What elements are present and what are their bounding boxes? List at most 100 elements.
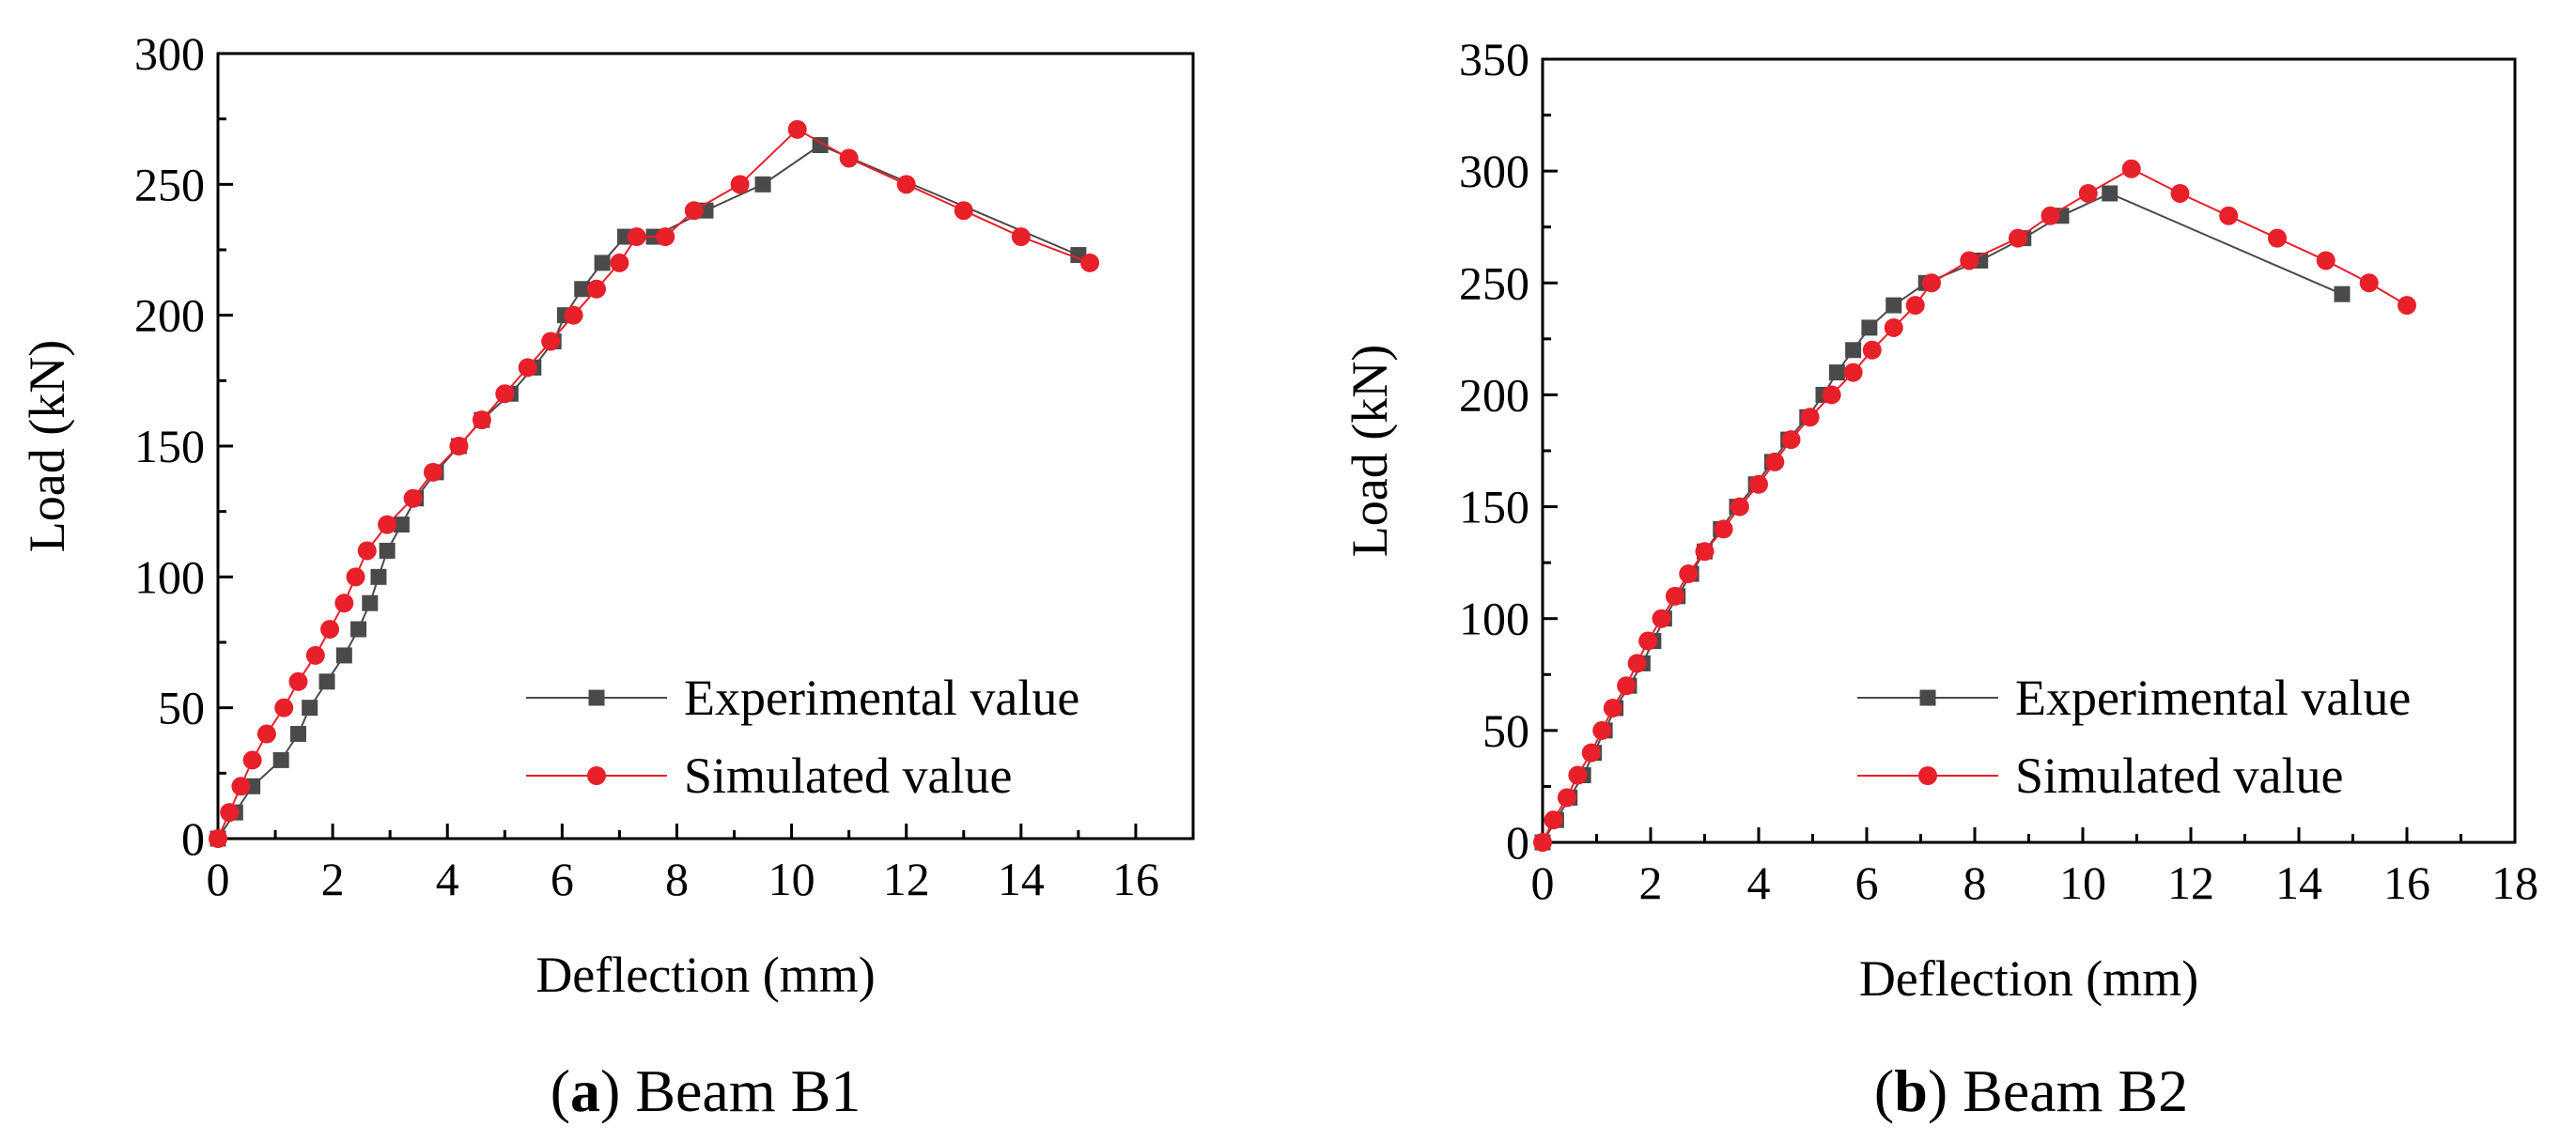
data-point xyxy=(1828,364,1845,381)
x-tick-label: 0 xyxy=(207,853,230,905)
series-line xyxy=(217,128,1091,840)
data-point xyxy=(256,724,276,744)
data-point xyxy=(1627,654,1647,673)
data-point xyxy=(839,148,859,168)
data-point xyxy=(1885,297,1902,314)
legend-label: Experimental value xyxy=(2015,670,2411,726)
data-point xyxy=(1544,810,1563,830)
x-tick-label: 2 xyxy=(1639,856,1663,909)
x-tick-label: 14 xyxy=(2275,856,2322,909)
x-tick-label: 4 xyxy=(436,853,459,905)
y-tick-label: 250 xyxy=(134,158,205,210)
data-point xyxy=(1843,362,1863,382)
data-point xyxy=(1905,296,1925,316)
data-point xyxy=(1714,519,1733,539)
data-point xyxy=(1568,765,1588,785)
data-point xyxy=(1533,833,1552,852)
data-point xyxy=(518,358,537,378)
x-tick-label: 0 xyxy=(1531,856,1555,909)
series-simulated xyxy=(209,119,1100,848)
data-point xyxy=(610,253,629,272)
y-tick-label: 100 xyxy=(134,550,205,603)
data-point xyxy=(2268,228,2287,248)
data-point xyxy=(1730,497,1749,517)
legend-label: Simulated value xyxy=(2015,748,2343,804)
data-point xyxy=(594,254,611,271)
data-point xyxy=(305,645,325,665)
data-point xyxy=(370,568,387,585)
data-point xyxy=(1861,319,1878,336)
data-point xyxy=(378,515,397,534)
data-point xyxy=(586,279,606,299)
data-point xyxy=(320,620,340,640)
data-point xyxy=(1679,564,1699,584)
data-point xyxy=(274,698,294,717)
data-point xyxy=(1884,317,1903,337)
x-tick-label: 8 xyxy=(665,853,689,905)
data-point xyxy=(954,201,973,221)
legend-marker xyxy=(1919,689,1936,706)
data-point xyxy=(495,384,515,404)
legend-entry: Simulated value xyxy=(1857,748,2343,804)
x-tick-label: 6 xyxy=(1855,856,1879,909)
data-point xyxy=(1800,408,1820,427)
data-point xyxy=(1695,542,1715,562)
x-tick-label: 16 xyxy=(1112,853,1159,905)
y-tick-label: 300 xyxy=(1459,145,1529,197)
data-point xyxy=(787,119,807,139)
data-point xyxy=(379,542,396,559)
data-point xyxy=(1922,273,1941,293)
y-tick-label: 50 xyxy=(158,682,205,734)
x-tick-label: 10 xyxy=(2059,856,2106,909)
legend-entry: Experimental value xyxy=(1857,670,2411,726)
data-point xyxy=(684,201,704,221)
data-point xyxy=(1638,631,1658,651)
data-point xyxy=(1960,251,1979,270)
data-point xyxy=(2121,159,2141,178)
data-point xyxy=(564,305,583,325)
y-tick-label: 0 xyxy=(181,812,205,865)
y-tick-label: 0 xyxy=(1506,816,1529,869)
y-axis-title: Load (kN) xyxy=(1342,345,1398,557)
y-axis-title: Load (kN) xyxy=(19,340,75,552)
data-point xyxy=(289,726,306,743)
data-point xyxy=(627,227,646,247)
y-tick-label: 350 xyxy=(1459,33,1529,85)
y-tick-label: 50 xyxy=(1482,704,1529,757)
data-point xyxy=(1749,474,1768,494)
series-experimental xyxy=(209,137,1087,847)
legend-marker xyxy=(587,766,606,785)
data-point xyxy=(2041,206,2060,225)
data-point xyxy=(2316,251,2335,270)
data-point xyxy=(350,621,367,638)
data-point xyxy=(1781,430,1801,450)
data-point xyxy=(318,673,335,690)
x-tick-label: 14 xyxy=(998,853,1045,905)
y-tick-label: 100 xyxy=(1459,593,1529,645)
data-point xyxy=(754,176,771,193)
data-point xyxy=(472,410,491,430)
data-point xyxy=(541,332,561,351)
data-point xyxy=(334,594,354,613)
x-tick-label: 12 xyxy=(883,853,930,905)
data-point xyxy=(220,803,240,823)
data-point xyxy=(656,227,675,247)
data-point xyxy=(288,671,308,691)
data-point xyxy=(335,647,352,664)
panel-caption: (b) Beam B2 xyxy=(1874,1057,2188,1124)
y-tick-label: 300 xyxy=(134,27,205,80)
data-point xyxy=(1080,253,1100,272)
data-point xyxy=(209,829,227,848)
data-point xyxy=(1557,788,1576,808)
y-tick-label: 150 xyxy=(134,420,205,472)
legend-marker xyxy=(588,689,605,706)
x-tick-label: 4 xyxy=(1747,856,1771,909)
data-point xyxy=(449,437,469,455)
y-tick-label: 250 xyxy=(1459,256,1529,309)
data-point xyxy=(1845,342,1862,359)
data-point xyxy=(357,541,377,561)
data-point xyxy=(242,750,262,770)
data-point xyxy=(423,462,442,482)
chart-panel-beam-b2: 0 2 4 6 8 10 12 14 16 18 0 50 100 150 200 250 300 350 Defl… xyxy=(1342,33,2538,1124)
